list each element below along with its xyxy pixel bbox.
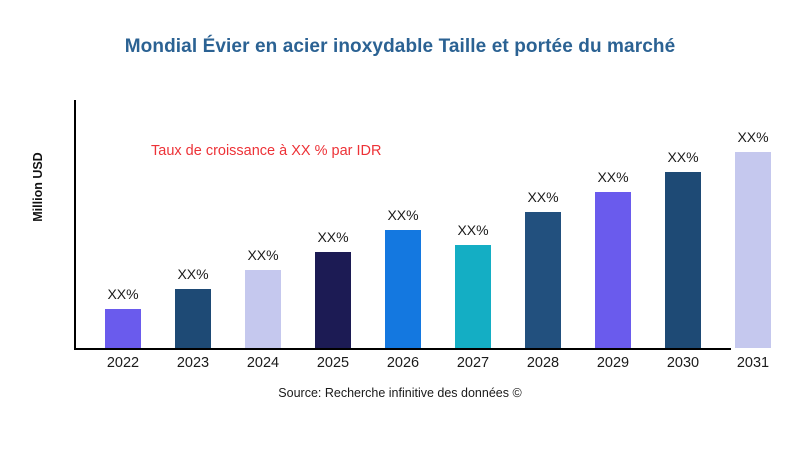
- x-axis-line: [74, 348, 731, 350]
- bar-2026: [385, 230, 421, 348]
- bar-value-label-2024: XX%: [247, 247, 279, 263]
- bar-2031: [735, 152, 771, 348]
- bar-2028: [525, 212, 561, 348]
- bar-value-label-2025: XX%: [317, 229, 349, 245]
- x-tick-2024: 2024: [246, 355, 280, 371]
- bar-value-label-2028: XX%: [527, 189, 559, 205]
- bar-value-label-2030: XX%: [667, 149, 699, 165]
- bar-2030: [665, 172, 701, 348]
- bar-2029: [595, 192, 631, 348]
- x-tick-2030: 2030: [666, 355, 700, 371]
- bar-value-label-2026: XX%: [387, 207, 419, 223]
- x-tick-2025: 2025: [316, 355, 350, 371]
- x-tick-2026: 2026: [386, 355, 420, 371]
- bar-value-label-2022: XX%: [107, 286, 139, 302]
- x-tick-2031: 2031: [736, 355, 770, 371]
- x-tick-2029: 2029: [596, 355, 630, 371]
- x-tick-2023: 2023: [176, 355, 210, 371]
- bar-value-label-2027: XX%: [457, 222, 489, 238]
- x-tick-2027: 2027: [456, 355, 490, 371]
- source-note: Source: Recherche infinitive des données…: [278, 386, 522, 400]
- bar-value-label-2023: XX%: [177, 266, 209, 282]
- bar-2027: [455, 245, 491, 348]
- x-tick-2022: 2022: [106, 355, 140, 371]
- bar-2023: [175, 289, 211, 348]
- x-tick-2028: 2028: [526, 355, 560, 371]
- growth-rate-annotation: Taux de croissance à XX % par IDR: [151, 143, 382, 159]
- chart-title: Mondial Évier en acier inoxydable Taille…: [124, 36, 676, 57]
- bar-2024: [245, 270, 281, 348]
- bar-value-label-2031: XX%: [737, 129, 769, 145]
- bar-2022: [105, 309, 141, 348]
- bar-value-label-2029: XX%: [597, 169, 629, 185]
- y-axis-line: [74, 100, 76, 350]
- bar-2025: [315, 252, 351, 348]
